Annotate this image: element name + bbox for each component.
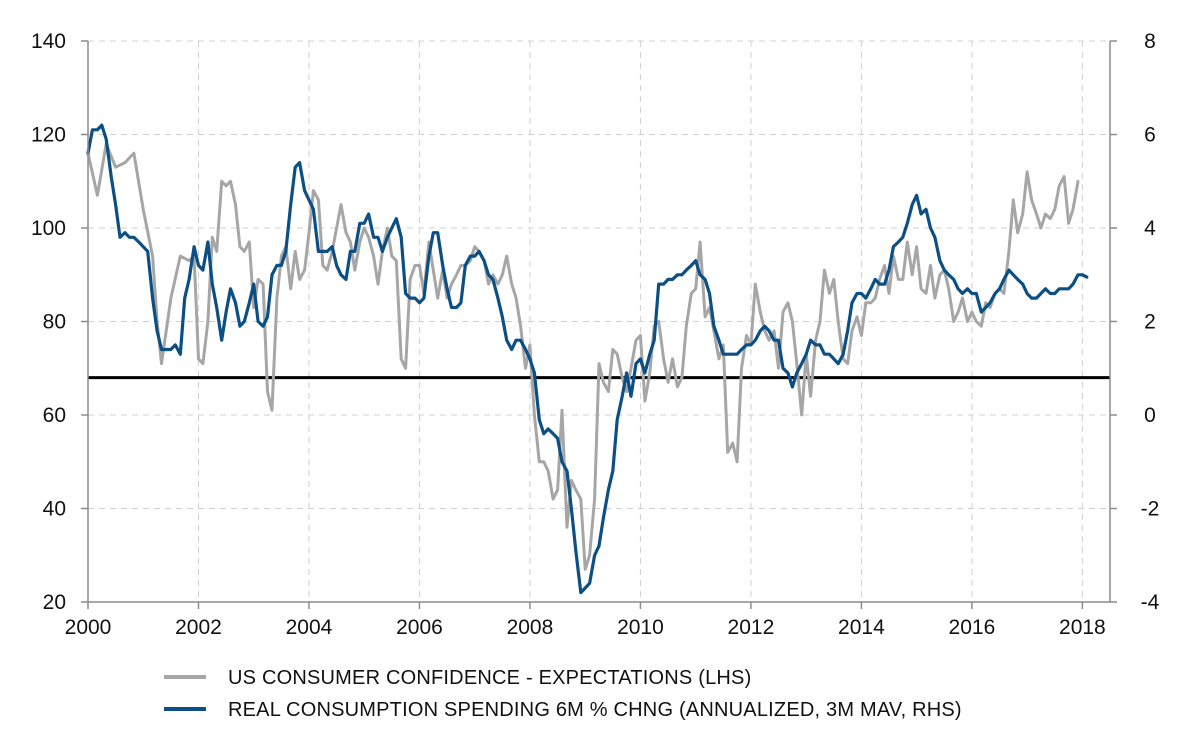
right-y-tick-label: 2 (1144, 311, 1156, 334)
left-y-tick-label: 40 (43, 498, 66, 521)
right-y-tick-label: -2 (1141, 498, 1160, 521)
left-y-tick-label: 120 (31, 124, 66, 147)
x-tick-label: 2008 (507, 616, 554, 639)
x-tick-label: 2000 (65, 616, 112, 639)
legend-label-consumer-confidence: US CONSUMER CONFIDENCE - EXPECTATIONS (L… (228, 667, 751, 689)
legend-item-consumer-confidence: US CONSUMER CONFIDENCE - EXPECTATIONS (L… (164, 667, 751, 689)
x-tick-label: 2016 (949, 616, 996, 639)
x-tick-label: 2010 (617, 616, 664, 639)
right-y-tick-label: -4 (1141, 591, 1160, 614)
series-lines (86, 123, 1089, 595)
axes (81, 40, 1117, 609)
left-y-tick-label: 20 (43, 591, 66, 614)
x-tick-label: 2006 (396, 616, 443, 639)
series-line-real-consumption (86, 123, 1089, 595)
right-y-axis-ticks: -4 -2 0 2 4 6 8 (1141, 30, 1160, 614)
left-y-tick-label: 100 (31, 217, 66, 240)
left-y-axis-ticks: 20 40 60 80 100 120 140 (31, 30, 66, 614)
grid (88, 40, 1110, 603)
left-y-tick-label: 80 (43, 311, 66, 334)
x-tick-label: 2018 (1059, 616, 1106, 639)
x-tick-label: 2012 (728, 616, 775, 639)
legend-label-real-consumption: REAL CONSUMPTION SPENDING 6M % CHNG (ANN… (228, 699, 962, 721)
left-y-tick-label: 140 (31, 30, 66, 53)
x-tick-label: 2014 (838, 616, 885, 639)
right-y-tick-label: 6 (1144, 124, 1156, 147)
right-y-tick-label: 0 (1144, 404, 1156, 427)
x-axis-ticks: 2000 2002 2004 2006 2008 2010 2012 2014 2016 2018 (65, 616, 1106, 639)
x-tick-label: 2004 (286, 616, 333, 639)
left-y-tick-label: 60 (43, 404, 66, 427)
series-line-consumer-confidence (86, 142, 1080, 571)
right-y-tick-label: 8 (1144, 30, 1156, 53)
right-y-tick-label: 4 (1144, 217, 1156, 240)
legend-item-real-consumption: REAL CONSUMPTION SPENDING 6M % CHNG (ANN… (164, 699, 962, 721)
legend: US CONSUMER CONFIDENCE - EXPECTATIONS (L… (164, 667, 962, 721)
x-tick-label: 2002 (175, 616, 222, 639)
